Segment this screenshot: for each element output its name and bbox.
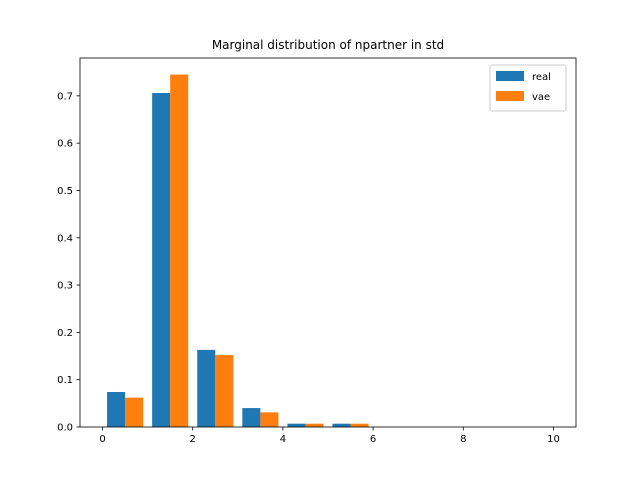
y-tick-label: 0.2 [57, 328, 73, 339]
axes-group: 0 2 4 6 8 10 0.0 0.1 0.2 0.3 0.4 0.5 0.6 0.7 [57, 57, 577, 445]
legend-swatch-vae [496, 91, 524, 101]
bar-real-bin-5 [332, 423, 351, 427]
bar-real-bin-3 [242, 408, 261, 427]
y-tick-label: 0.7 [57, 91, 73, 102]
bar-vae-bin-2 [215, 355, 234, 427]
bar-real-bin-2 [197, 349, 216, 427]
bars-group [107, 74, 369, 427]
x-tick-label: 0 [99, 434, 105, 445]
bar-real-bin-0 [107, 391, 126, 427]
bar-vae-bin-0 [125, 397, 144, 427]
x-tick-label: 6 [370, 434, 376, 445]
y-tick-label: 0.3 [57, 281, 73, 292]
legend: real vae [489, 64, 567, 112]
bar-real-bin-4 [287, 423, 306, 427]
y-tick-label: 0.5 [57, 186, 73, 197]
legend-label-real: real [532, 72, 551, 83]
bar-vae-bin-3 [260, 412, 279, 427]
bar-vae-bin-1 [170, 74, 189, 427]
bar-vae-bin-4 [305, 423, 324, 427]
bar-real-bin-1 [152, 93, 171, 427]
bar-vae-bin-5 [350, 423, 369, 427]
x-tick-label: 2 [190, 434, 196, 445]
y-tick-label: 0.6 [57, 139, 73, 150]
y-tick-label: 0.4 [57, 233, 73, 244]
chart-title: Marginal distribution of npartner in std [212, 38, 444, 52]
x-tick-label: 10 [547, 434, 560, 445]
x-tick-label: 4 [280, 434, 286, 445]
y-tick-label: 0.1 [57, 375, 73, 386]
legend-swatch-real [496, 71, 524, 81]
y-tick-label: 0.0 [57, 423, 73, 434]
plot-frame [79, 57, 577, 428]
legend-label-vae: vae [532, 92, 550, 103]
x-tick-label: 8 [460, 434, 466, 445]
